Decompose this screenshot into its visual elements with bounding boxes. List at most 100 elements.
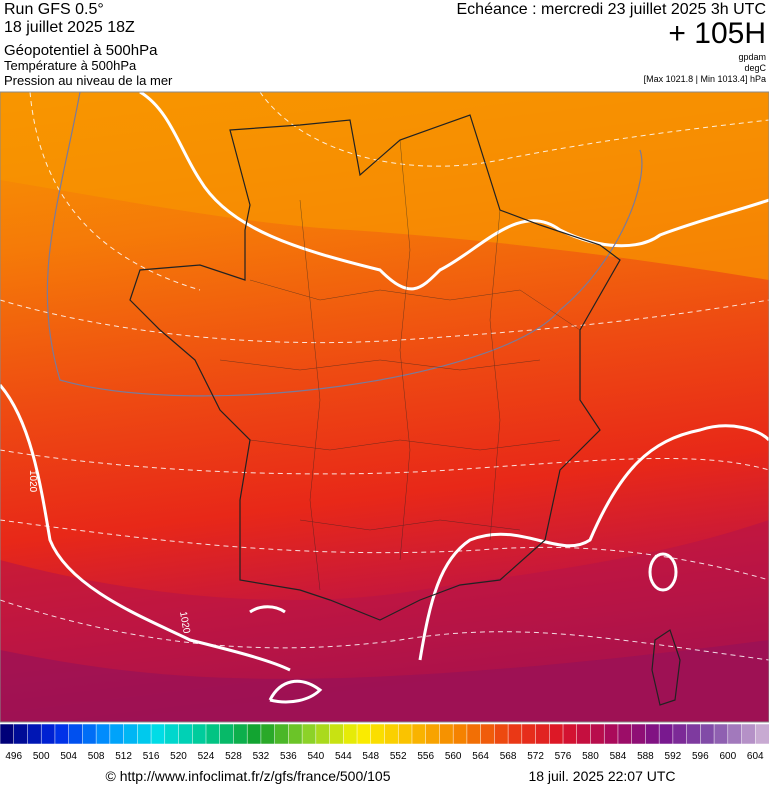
- colorbar-label: 584: [610, 751, 627, 762]
- colorbar: 496 500 504 508 512 516 520 524 528 532 536 540 544 5…: [0, 723, 769, 762]
- colorbar-swatch: [274, 723, 290, 745]
- colorbar-swatch: [480, 723, 496, 745]
- colorbar-swatch: [466, 723, 482, 745]
- colorbar-swatch: [672, 723, 688, 745]
- colorbar-label: 496: [5, 751, 22, 762]
- colorbar-label: 604: [747, 751, 764, 762]
- colorbar-swatch: [370, 723, 386, 745]
- colorbar-swatch: [562, 723, 578, 745]
- colorbar-swatch: [54, 723, 70, 745]
- colorbar-swatch: [617, 723, 633, 745]
- colorbar-swatch: [109, 723, 125, 745]
- colorbar-swatch: [686, 723, 702, 745]
- colorbar-label: 532: [253, 751, 270, 762]
- colorbar-swatch: [384, 723, 399, 745]
- france-outline: [129, 114, 621, 621]
- temperature-contours: [0, 92, 769, 661]
- colorbar-swatch: [82, 723, 97, 745]
- isohypse: [139, 92, 769, 291]
- corsica: [651, 629, 681, 706]
- colorbar-swatch: [301, 723, 317, 745]
- colorbar-swatch: [95, 723, 111, 745]
- colorbar-swatch: [549, 723, 564, 745]
- colorbar-swatch: [535, 723, 551, 745]
- colorbar-label: 540: [307, 751, 324, 762]
- source-url: © http://www.infoclimat.fr/z/gfs/france/…: [106, 768, 391, 784]
- colorbar-label: 528: [225, 751, 242, 762]
- colorbar-label: 544: [335, 751, 352, 762]
- isobar: [0, 384, 291, 672]
- colorbar-label: 500: [33, 751, 50, 762]
- header-left: Run GFS 0.5°18 juillet 2025 18Z Géopotent…: [4, 1, 173, 88]
- band: [0, 640, 769, 722]
- isobar-label: 1020: [27, 470, 38, 493]
- colorbar-swatch: [658, 723, 674, 745]
- colorbar-swatch: [439, 723, 454, 745]
- map-frame: [0, 91, 769, 723]
- colorbar-swatch: [13, 723, 29, 745]
- isobar: [249, 605, 286, 614]
- header-line: 18 juillet 2025 18Z: [4, 19, 135, 36]
- colorbar-label: 552: [390, 751, 407, 762]
- colorbar-label: 508: [88, 751, 105, 762]
- colorbar-label: 560: [445, 751, 462, 762]
- timestamp: 18 juil. 2025 22:07 UTC: [528, 768, 675, 784]
- colorbar-swatch: [603, 723, 619, 745]
- isobar: [648, 552, 678, 592]
- colorbar-swatch: [0, 723, 15, 745]
- isobar-label: 1020: [177, 611, 192, 635]
- colorbar-label: 596: [692, 751, 709, 762]
- colorbar-label: 556: [417, 751, 434, 762]
- colorbar-swatch: [150, 723, 166, 745]
- colorbar-label: 512: [115, 751, 132, 762]
- colorbar-label: 568: [500, 751, 517, 762]
- colorbar-swatch: [192, 723, 207, 745]
- colorbar-label: 504: [60, 751, 77, 762]
- colorbar-swatch: [397, 723, 413, 745]
- colorbar-swatch: [507, 723, 523, 745]
- colorbar-swatch: [137, 723, 152, 745]
- colorbar-swatch: [356, 723, 372, 745]
- colorbar-label: 572: [527, 751, 544, 762]
- colorbar-swatch: [521, 723, 537, 745]
- colorbar-swatch: [727, 723, 743, 745]
- colorbar-swatch: [68, 723, 84, 745]
- colorbar-swatch: [700, 723, 715, 745]
- colorbar-swatch: [123, 723, 139, 745]
- colorbar-label: 564: [472, 751, 489, 762]
- colorbar-label: 524: [198, 751, 215, 762]
- colorbar-swatch: [576, 723, 592, 745]
- colorbar-swatch: [246, 723, 262, 745]
- colorbar-label: 520: [170, 751, 187, 762]
- colorbar-swatch: [40, 723, 56, 745]
- colorbar-label: 580: [582, 751, 599, 762]
- unit-label: degC: [744, 63, 766, 73]
- isobar: [268, 679, 323, 704]
- colorbar-swatch: [645, 723, 660, 745]
- colorbar-swatch: [164, 723, 180, 745]
- colorbar-label: 588: [637, 751, 654, 762]
- isobar: [418, 424, 769, 661]
- colorbar-swatch: [425, 723, 441, 745]
- echeance: Echéance : mercredi 23 juillet 2025 3h U…: [457, 1, 767, 18]
- colorbar-label: 576: [555, 751, 572, 762]
- department-borders: [219, 139, 581, 591]
- colorbar-swatch: [27, 723, 42, 745]
- unit-label: gpdam: [738, 52, 766, 62]
- colorbar-swatch: [219, 723, 235, 745]
- colorbar-swatch: [411, 723, 427, 745]
- header-line: Run GFS 0.5°: [4, 1, 104, 18]
- isotherm: [46, 92, 643, 397]
- colorbar-swatch: [205, 723, 221, 745]
- colorbar-label: 548: [362, 751, 379, 762]
- colorbar-label: 600: [719, 751, 736, 762]
- header-line: Pression au niveau de la mer: [4, 73, 173, 88]
- colorbar-swatch: [631, 723, 647, 745]
- lead-time: + 105H: [668, 17, 766, 50]
- colorbar-swatch: [260, 723, 276, 745]
- colorbar-swatch: [494, 723, 509, 745]
- colorbar-swatch: [329, 723, 345, 745]
- band: [0, 92, 769, 280]
